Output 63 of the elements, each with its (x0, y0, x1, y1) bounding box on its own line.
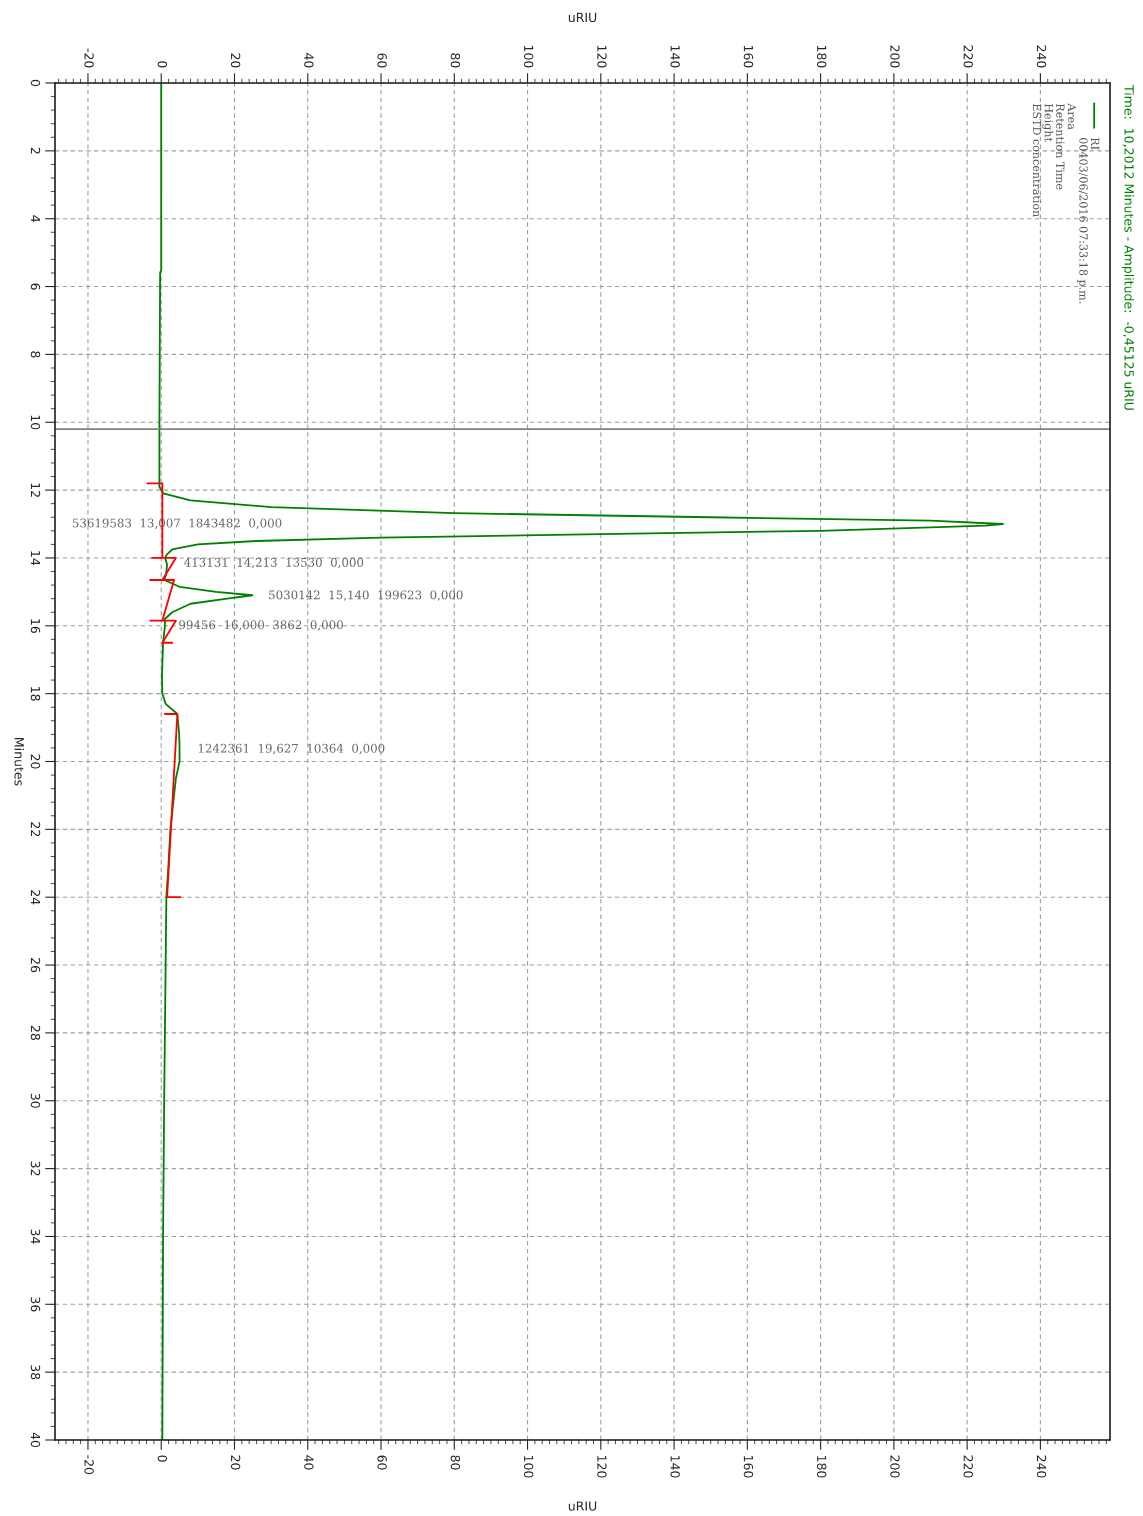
x-tick-label: 240 (1036, 1455, 1047, 1478)
y-tick-label: 28 (30, 1025, 41, 1040)
annotation: 413131 14,213 13530 0,000 (184, 557, 364, 569)
x-tick-label: 120 (597, 1455, 607, 1478)
x2-tick-label: 160 (743, 45, 754, 68)
x2-tick-label: 40 (304, 53, 314, 68)
y-tick-label: 8 (30, 351, 41, 358)
y-tick-label: 14 (30, 551, 41, 566)
x-tick-label: 160 (743, 1455, 754, 1478)
y-tick-label: 30 (30, 1093, 41, 1108)
x2-tick-label: 120 (597, 45, 607, 68)
x2-tick-label: 240 (1036, 45, 1047, 68)
x2-tick-label: 180 (816, 45, 827, 68)
x2-tick-label: 220 (963, 45, 973, 68)
y-tick-label: 2 (30, 147, 41, 154)
x-tick-label: 100 (523, 1455, 534, 1478)
y-tick-label: 36 (30, 1297, 41, 1312)
x-axis-title: uRIU (568, 1501, 597, 1511)
y-tick-label: 4 (30, 215, 41, 222)
x-tick-label: 60 (377, 1455, 387, 1470)
y-tick-label: 38 (30, 1365, 41, 1380)
y-axis-title: Minutes (14, 738, 25, 786)
y-tick-label: 24 (30, 890, 41, 905)
x-tick-label: 200 (890, 1455, 900, 1478)
annotation: 1242361 19,627 10364 0,000 (198, 743, 385, 755)
x-tick-label: -20 (84, 1455, 94, 1475)
y-tick-label: 22 (30, 822, 41, 837)
y-tick-label: 34 (30, 1229, 41, 1244)
annotation: Area (1067, 103, 1076, 130)
x-tick-label: 0 (157, 1455, 168, 1462)
x-tick-label: 140 (670, 1455, 680, 1478)
y-tick-label: 18 (30, 687, 41, 701)
x2-tick-label: 0 (157, 61, 168, 68)
x-tick-label: 180 (816, 1455, 827, 1478)
y-tick-label: 6 (30, 283, 41, 290)
annotation: Height (1042, 103, 1054, 142)
x2-tick-label: 140 (670, 45, 680, 68)
x2-tick-label: -20 (84, 48, 94, 68)
x-tick-label: 40 (304, 1455, 314, 1470)
annotation: Retention Time (1056, 103, 1065, 190)
x-tick-label: 220 (963, 1455, 973, 1478)
y-tick-label: 12 (30, 483, 41, 497)
x2-tick-label: 20 (230, 53, 241, 68)
text: Time: 10,2012 Minutes - Amplitude: -0,45125 uRIU (1121, 84, 1135, 410)
legend-label: RI (1091, 137, 1100, 150)
x2-axis-title: uRIU (568, 12, 597, 23)
y-tick-label: 40 (30, 1432, 41, 1448)
annotation: 99456 16,000 3862 0,000 (179, 620, 343, 631)
y-tick-label: 26 (30, 958, 41, 973)
x2-tick-label: 80 (450, 53, 461, 68)
y-tick-label: 0 (30, 79, 41, 87)
annotation: ESTD concentration (1032, 103, 1042, 217)
y-tick-label: 16 (30, 619, 41, 633)
x2-tick-label: 200 (890, 45, 900, 68)
x-tick-label: 20 (230, 1455, 241, 1470)
y-tick-label: 32 (30, 1161, 41, 1176)
x2-tick-label: 100 (523, 45, 534, 68)
y-tick-label: 10 (30, 415, 41, 430)
x2-tick-label: 60 (377, 53, 387, 68)
x-tick-label: 80 (450, 1455, 461, 1470)
annotation: 5030142 15,140 199623 0,000 (269, 590, 463, 601)
annotation: 00403/06/2016 07:33:18 p.m. (1077, 138, 1088, 304)
y-tick-label: 20 (30, 754, 41, 769)
